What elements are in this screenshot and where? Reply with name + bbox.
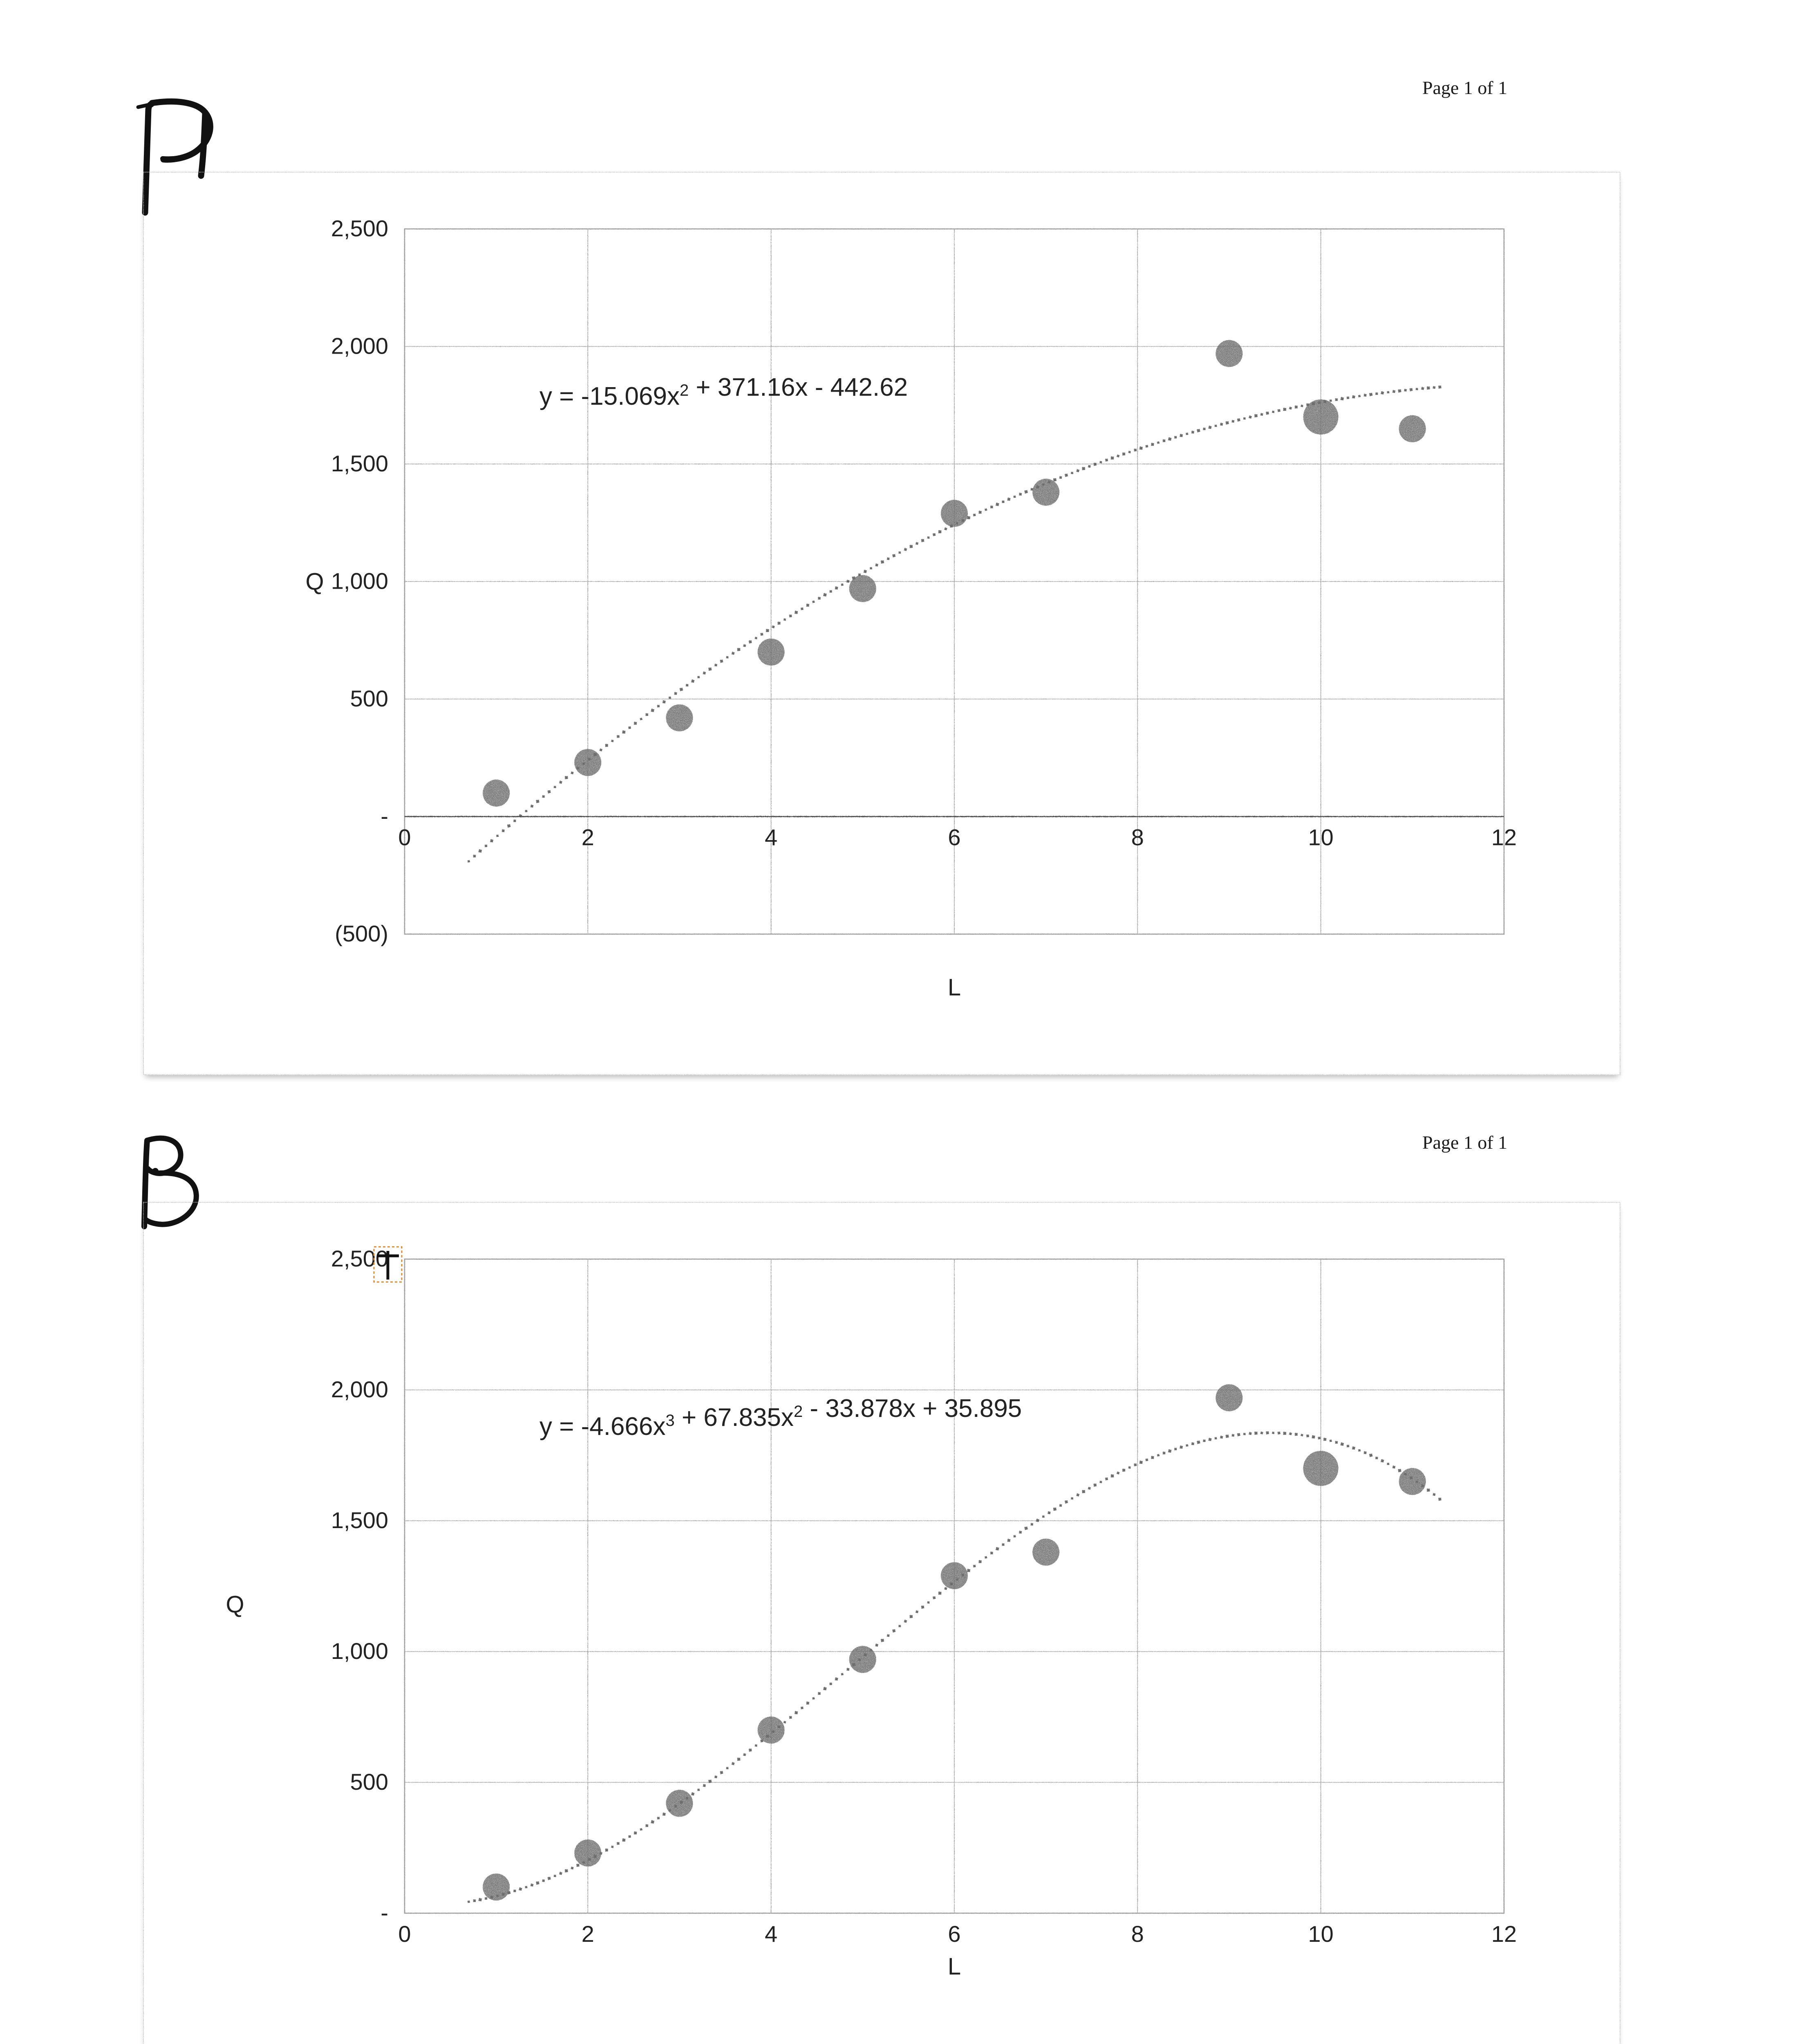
svg-text:6: 6 [948, 825, 960, 850]
svg-text:(500): (500) [335, 921, 388, 946]
svg-text:4: 4 [765, 1921, 777, 1947]
svg-text:500: 500 [350, 1769, 388, 1795]
svg-text:8: 8 [1131, 825, 1144, 850]
svg-text:Q: Q [305, 569, 324, 595]
svg-text:12: 12 [1491, 1921, 1517, 1947]
svg-text:1,000: 1,000 [331, 568, 388, 594]
svg-text:1,500: 1,500 [331, 450, 388, 476]
svg-text:12: 12 [1491, 825, 1517, 850]
svg-text:500: 500 [350, 686, 388, 711]
svg-text:10: 10 [1308, 825, 1334, 850]
svg-text:1,000: 1,000 [331, 1638, 388, 1664]
svg-text:8: 8 [1131, 1921, 1144, 1947]
svg-text:2,000: 2,000 [331, 333, 388, 359]
svg-text:0: 0 [398, 825, 411, 850]
svg-text:2: 2 [582, 825, 594, 850]
svg-text:-: - [380, 1900, 388, 1925]
svg-text:L: L [948, 1953, 961, 1980]
svg-text:2,000: 2,000 [331, 1376, 388, 1402]
svg-text:6: 6 [948, 1921, 960, 1947]
svg-text:0: 0 [398, 1921, 411, 1947]
svg-text:L: L [948, 974, 961, 1001]
svg-text:1,500: 1,500 [331, 1507, 388, 1533]
svg-text:-: - [380, 803, 388, 829]
svg-text:2,500: 2,500 [331, 215, 388, 241]
svg-text:Q: Q [226, 1591, 244, 1618]
svg-text:4: 4 [765, 825, 777, 850]
svg-text:10: 10 [1308, 1921, 1334, 1947]
svg-text:2: 2 [582, 1921, 594, 1947]
svg-text:2,500: 2,500 [331, 1246, 388, 1271]
